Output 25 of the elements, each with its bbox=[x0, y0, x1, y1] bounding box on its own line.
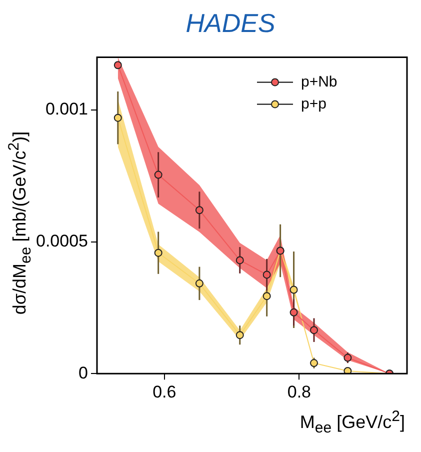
point bbox=[290, 286, 298, 294]
y-tick-label: 0 bbox=[78, 363, 88, 382]
point bbox=[262, 270, 271, 279]
x-axis-title: M$_{ee}$ [GeV/c$^{2}$] bbox=[300, 408, 405, 437]
y-tick-label: 0.001 bbox=[45, 100, 88, 119]
point bbox=[262, 292, 271, 300]
x-tick-label: 0.8 bbox=[287, 382, 311, 402]
point bbox=[154, 170, 162, 179]
point bbox=[114, 114, 122, 122]
point bbox=[344, 366, 352, 374]
chart-title: HADES bbox=[184, 8, 276, 39]
point bbox=[195, 206, 204, 214]
point bbox=[236, 331, 244, 340]
x-tick-label: 0.6 bbox=[152, 382, 176, 402]
point bbox=[195, 279, 204, 288]
point bbox=[310, 326, 318, 334]
point bbox=[236, 256, 244, 264]
point bbox=[310, 359, 318, 368]
point bbox=[114, 61, 122, 70]
legend-label: p+p bbox=[301, 95, 326, 112]
point bbox=[290, 308, 298, 316]
point bbox=[344, 354, 352, 362]
legend-label: p+Nb bbox=[301, 73, 338, 90]
y-tick-label: 0.0005 bbox=[36, 231, 88, 250]
point bbox=[154, 248, 162, 257]
